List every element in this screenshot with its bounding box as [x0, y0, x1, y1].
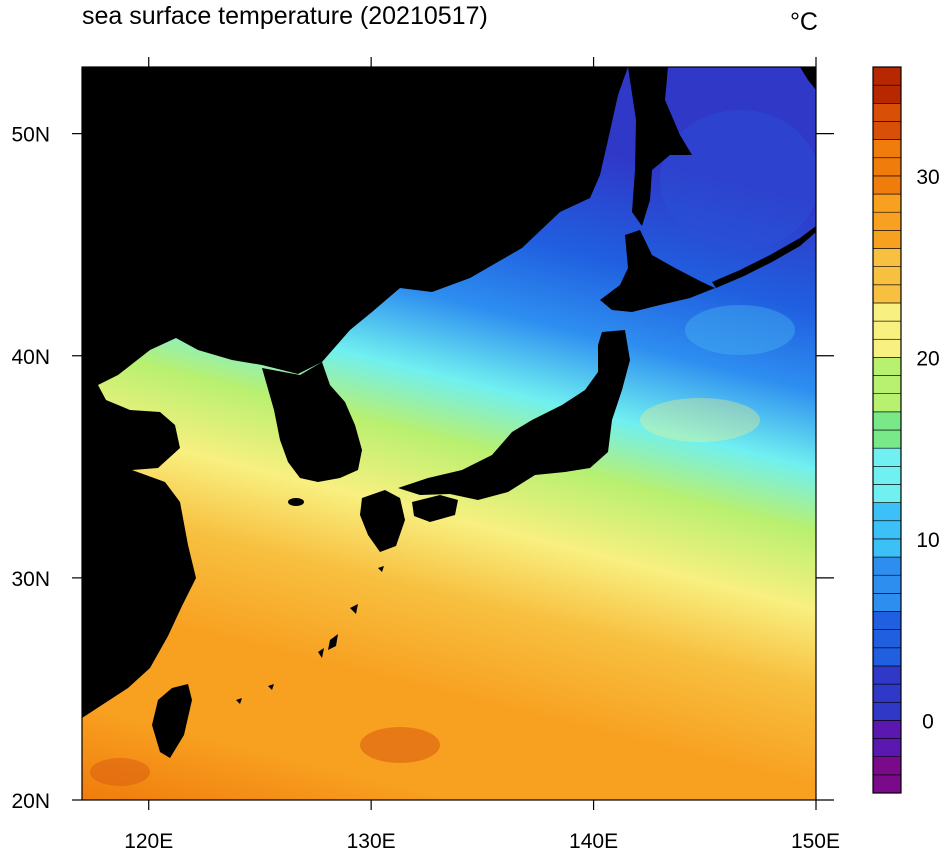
- colorbar-segment: [872, 284, 902, 304]
- colorbar-tick-label: 30: [916, 166, 939, 189]
- land-honshu: [398, 330, 630, 500]
- land-ryukyu-island: [350, 604, 358, 614]
- colorbar-segment: [872, 484, 902, 503]
- colorbar-segment: [872, 193, 902, 213]
- colorbar-segment: [872, 302, 902, 322]
- map-plot: [82, 67, 816, 800]
- cold-eddy: [685, 305, 795, 355]
- warm-eddy: [90, 758, 150, 786]
- y-tick-label: 50N: [11, 124, 50, 147]
- colorbar-segment: [872, 629, 902, 649]
- cold-water-region: [660, 110, 816, 250]
- colorbar-segment: [872, 338, 902, 358]
- colorbar-segment: [872, 266, 902, 286]
- colorbar-segment: [872, 701, 902, 721]
- colorbar-segment: [872, 66, 902, 86]
- land-kuril-islands: [712, 226, 816, 288]
- land: [82, 67, 816, 758]
- longitude-axis: 120E 130E 140E 150E: [124, 57, 840, 853]
- y-tick-label: 40N: [11, 346, 50, 369]
- colorbar-segment: [872, 593, 902, 612]
- colorbar-segment: [872, 320, 902, 340]
- colorbar-segment: [872, 611, 902, 630]
- colorbar-segment: [872, 84, 902, 104]
- colorbar-segment: [872, 121, 902, 140]
- colorbar-segment: [872, 720, 902, 739]
- colorbar-tick-label: 10: [916, 529, 939, 552]
- land-kamchatka: [800, 67, 816, 90]
- colorbar-segment: [872, 647, 902, 667]
- colorbar-segment: [872, 230, 902, 249]
- colorbar-segment: [872, 556, 902, 576]
- x-tick-label: 130E: [347, 830, 396, 853]
- land-jeju: [288, 498, 304, 506]
- latitude-axis: 20N 30N 40N 50N: [11, 124, 834, 813]
- colorbar-segment: [872, 447, 902, 467]
- x-tick-label: 120E: [124, 830, 173, 853]
- colorbar-segment: [872, 211, 902, 231]
- colorbar-segment: [872, 139, 902, 159]
- colorbar-segment: [872, 375, 902, 394]
- colorbar-segment: [872, 520, 902, 540]
- land-taiwan: [152, 684, 192, 758]
- map-title: sea surface temperature (20210517): [82, 2, 488, 30]
- colorbar: 0 10 20 30: [872, 66, 940, 794]
- y-tick-label: 20N: [11, 790, 50, 813]
- land-ryukyu-island: [318, 648, 324, 658]
- land-ryukyu-island: [378, 566, 384, 572]
- current-front: [640, 398, 760, 442]
- x-tick-label: 140E: [569, 830, 618, 853]
- colorbar-segment: [872, 538, 902, 558]
- colorbar-frame: [872, 66, 902, 794]
- unit-label: °C: [790, 8, 818, 36]
- y-tick-label: 30N: [11, 568, 50, 591]
- warm-eddy: [360, 727, 440, 763]
- colorbar-segment: [872, 103, 902, 122]
- land-sakhalin: [628, 67, 692, 226]
- colorbar-segment: [872, 357, 902, 376]
- land-ryukyu-island: [236, 698, 242, 704]
- colorbar-segment: [872, 683, 902, 703]
- colorbar-segment: [872, 393, 902, 413]
- land-korea: [262, 362, 362, 482]
- colorbar-segment: [872, 157, 902, 177]
- colorbar-segment: [872, 738, 902, 757]
- colorbar-segment: [872, 175, 902, 195]
- colorbar-segment: [872, 574, 902, 594]
- colorbar-segment: [872, 248, 902, 267]
- x-tick-label: 150E: [791, 830, 840, 853]
- map-frame: [81, 66, 817, 801]
- colorbar-segment: [872, 465, 902, 485]
- land-ryukyu-island: [328, 634, 338, 650]
- colorbar-segment: [872, 774, 902, 794]
- land-kyushu: [360, 490, 405, 552]
- colorbar-segment: [872, 665, 902, 685]
- colorbar-segment: [872, 756, 902, 776]
- land-ryukyu-island: [268, 684, 274, 690]
- colorbar-segment: [872, 429, 902, 449]
- land-hokkaido: [600, 230, 715, 312]
- land-asia-mainland: [82, 67, 628, 718]
- colorbar-segment: [872, 411, 902, 431]
- colorbar-segment: [872, 502, 902, 522]
- colorbar-tick-label: 0: [922, 710, 934, 733]
- colorbar-tick-label: 20: [916, 347, 939, 370]
- land-shikoku: [412, 495, 458, 522]
